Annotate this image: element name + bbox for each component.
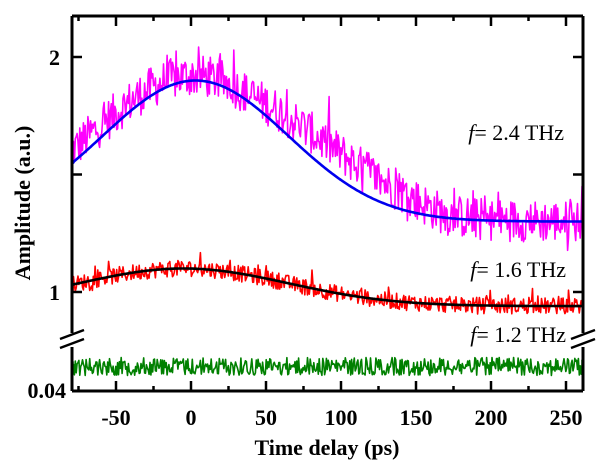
y-break-tick-label: 0.04 (28, 378, 67, 403)
series-line-2-4-thz-fit (71, 79, 583, 223)
x-tick-label: -50 (101, 405, 130, 430)
series-line-1-6-thz-data (72, 251, 583, 315)
x-tick-label: 100 (325, 405, 358, 430)
tick-labels-layer: -50 0 50 100 150 200 250 1 2 (49, 45, 583, 430)
y-axis-title: Amplitude (a.u.) (10, 126, 35, 281)
axis-break-right (570, 328, 596, 350)
x-axis-title: Time delay (ps) (254, 435, 399, 460)
annotation-text: = 1.6 THz (476, 257, 566, 282)
plot-frame (59, 14, 596, 393)
annotation-1-2thz: f= 1.2 THz (470, 322, 566, 347)
x-tick-label: 200 (475, 405, 508, 430)
annotation-f-symbol: f (468, 120, 477, 145)
y-tick-label: 1 (49, 280, 60, 305)
ticks-layer (72, 16, 583, 393)
svg-text:f= 1.6 THz: f= 1.6 THz (470, 257, 566, 282)
x-tick-label: 50 (255, 405, 277, 430)
annotation-2-4thz: f= 2.4 THz (468, 120, 564, 145)
svg-text:f= 2.4 THz: f= 2.4 THz (468, 120, 564, 145)
x-tick-label: 150 (400, 405, 433, 430)
x-tick-label: 250 (550, 405, 583, 430)
series-line-1-6-thz-fit (71, 267, 583, 308)
annotation-f-symbol: f (470, 322, 479, 347)
series-line-2-4-thz-data (72, 46, 583, 252)
x-tick-label: 0 (186, 405, 197, 430)
annotation-text: = 1.2 THz (476, 322, 566, 347)
series-line-1-2-thz-data (72, 356, 583, 377)
axis-break-left (59, 328, 85, 350)
annotation-text: = 2.4 THz (474, 120, 564, 145)
svg-text:f= 1.2 THz: f= 1.2 THz (470, 322, 566, 347)
y-tick-label: 2 (49, 45, 60, 70)
annotation-f-symbol: f (470, 257, 479, 282)
annotation-1-6thz: f= 1.6 THz (470, 257, 566, 282)
series-layer (71, 46, 583, 377)
